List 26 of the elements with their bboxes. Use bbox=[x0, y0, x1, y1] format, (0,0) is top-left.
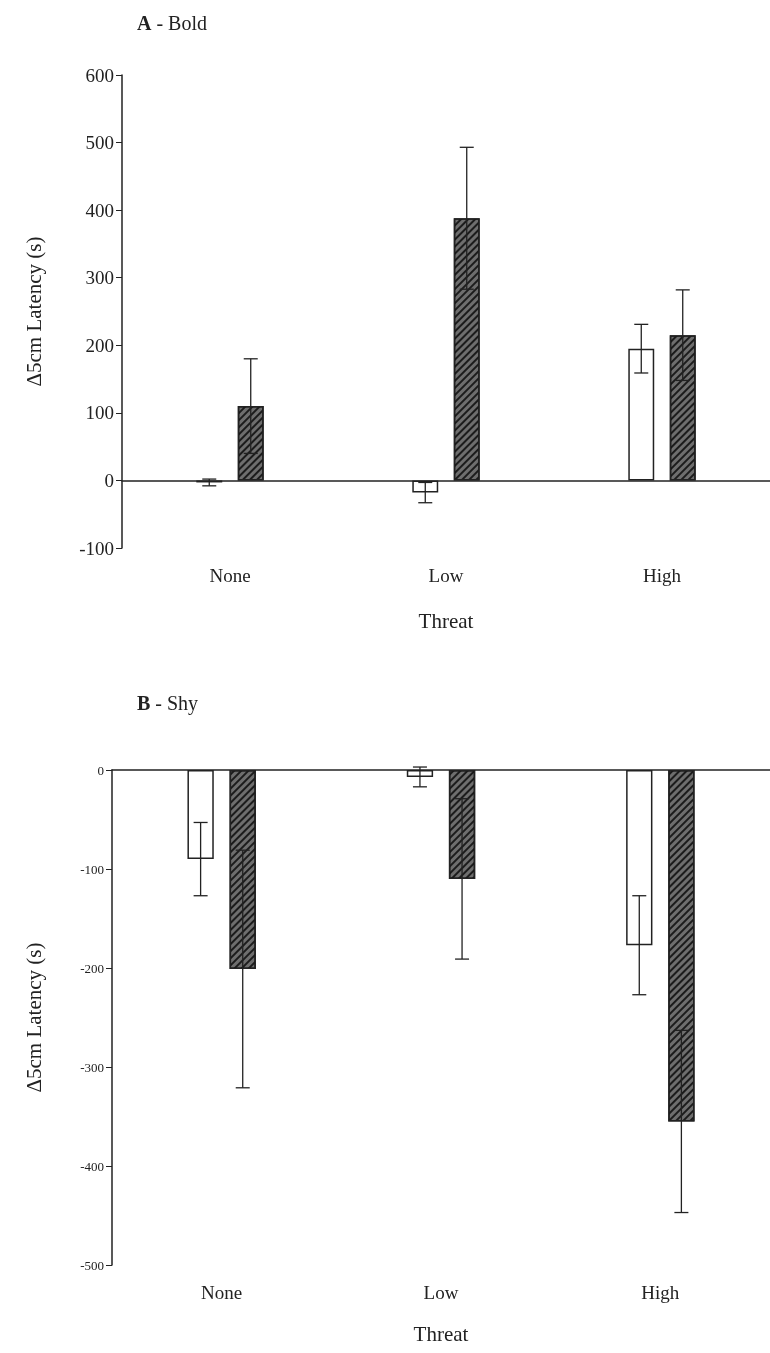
y-tick-label: -500 bbox=[80, 1257, 104, 1273]
y-tick-label: -300 bbox=[80, 1059, 104, 1075]
y-tick-label: -100 bbox=[79, 537, 114, 559]
chart-title: B - Shy bbox=[137, 692, 199, 715]
y-tick-label: -400 bbox=[80, 1158, 104, 1174]
x-tick-label: Low bbox=[423, 1282, 459, 1303]
x-axis-title: Threat bbox=[413, 1321, 469, 1346]
x-tick-label: Low bbox=[428, 565, 464, 586]
y-tick-label: -200 bbox=[80, 960, 104, 976]
y-axis-title: Δ5cm Latency (s) bbox=[21, 942, 46, 1093]
y-tick-label: 200 bbox=[85, 334, 114, 356]
y-tick-label: 0 bbox=[97, 762, 104, 778]
x-axis-title: Threat bbox=[418, 608, 474, 633]
x-tick-label: None bbox=[209, 565, 251, 586]
y-tick-label: 0 bbox=[104, 469, 114, 491]
y-tick-label: 600 bbox=[85, 64, 114, 86]
x-tick-label: High bbox=[641, 1282, 680, 1303]
chart-title: A - Bold bbox=[137, 12, 208, 34]
y-tick-label: 400 bbox=[85, 199, 114, 221]
y-tick-label: -100 bbox=[80, 861, 104, 877]
y-tick-label: 100 bbox=[85, 402, 114, 424]
y-axis-title: Δ5cm Latency (s) bbox=[21, 236, 46, 387]
y-tick-label: 500 bbox=[85, 132, 114, 154]
x-tick-label: High bbox=[643, 565, 682, 586]
y-tick-label: 300 bbox=[85, 267, 114, 289]
x-tick-label: None bbox=[201, 1282, 243, 1303]
